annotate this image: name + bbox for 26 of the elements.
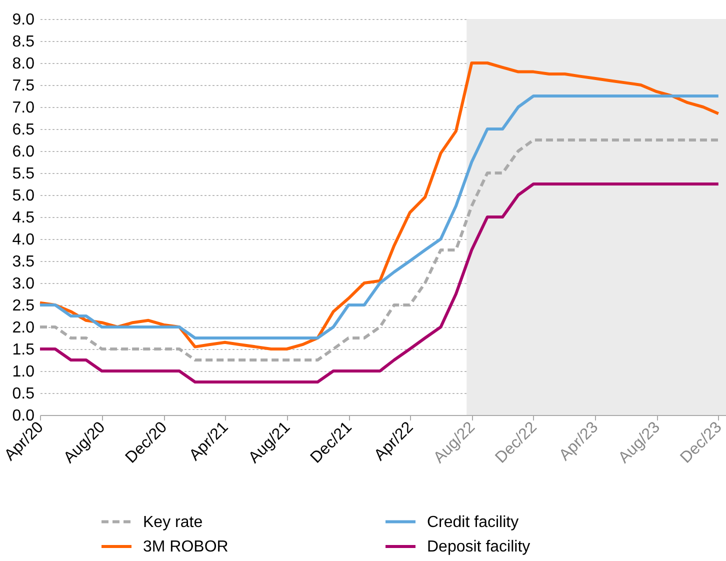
y-tick-label: 4.5 <box>12 210 35 226</box>
y-tick-label: 9.0 <box>12 12 35 28</box>
line-series <box>38 182 720 384</box>
line-series <box>38 94 720 340</box>
legend-label: 3M ROBOR <box>143 538 228 556</box>
y-tick-label: 4.0 <box>12 232 35 248</box>
y-tick-label: 5.0 <box>12 188 35 204</box>
y-tick-label: 3.5 <box>12 254 35 270</box>
y-tick-label: 7.0 <box>12 100 35 116</box>
line-series <box>38 62 720 350</box>
y-tick-label: 2.5 <box>12 298 35 314</box>
y-tick-label: 1.5 <box>12 342 35 358</box>
y-tick-label: 7.5 <box>12 78 35 94</box>
y-tick-label: 8.5 <box>12 34 35 50</box>
y-tick-label: 5.5 <box>12 166 35 182</box>
y-tick-label: 1.0 <box>12 364 35 380</box>
y-tick-label: 6.0 <box>12 144 35 160</box>
y-tick-label: 3.0 <box>12 276 35 292</box>
legend-label: Key rate <box>143 514 203 531</box>
y-tick-label: 6.5 <box>12 122 35 138</box>
legend-label: Deposit facility <box>427 538 530 556</box>
y-tick-label: 0.5 <box>12 386 35 402</box>
legend-label: Credit facility <box>427 514 519 531</box>
y-tick-label: 8.0 <box>12 56 35 72</box>
y-tick-label: 2.0 <box>12 320 35 336</box>
line-series <box>38 138 720 362</box>
